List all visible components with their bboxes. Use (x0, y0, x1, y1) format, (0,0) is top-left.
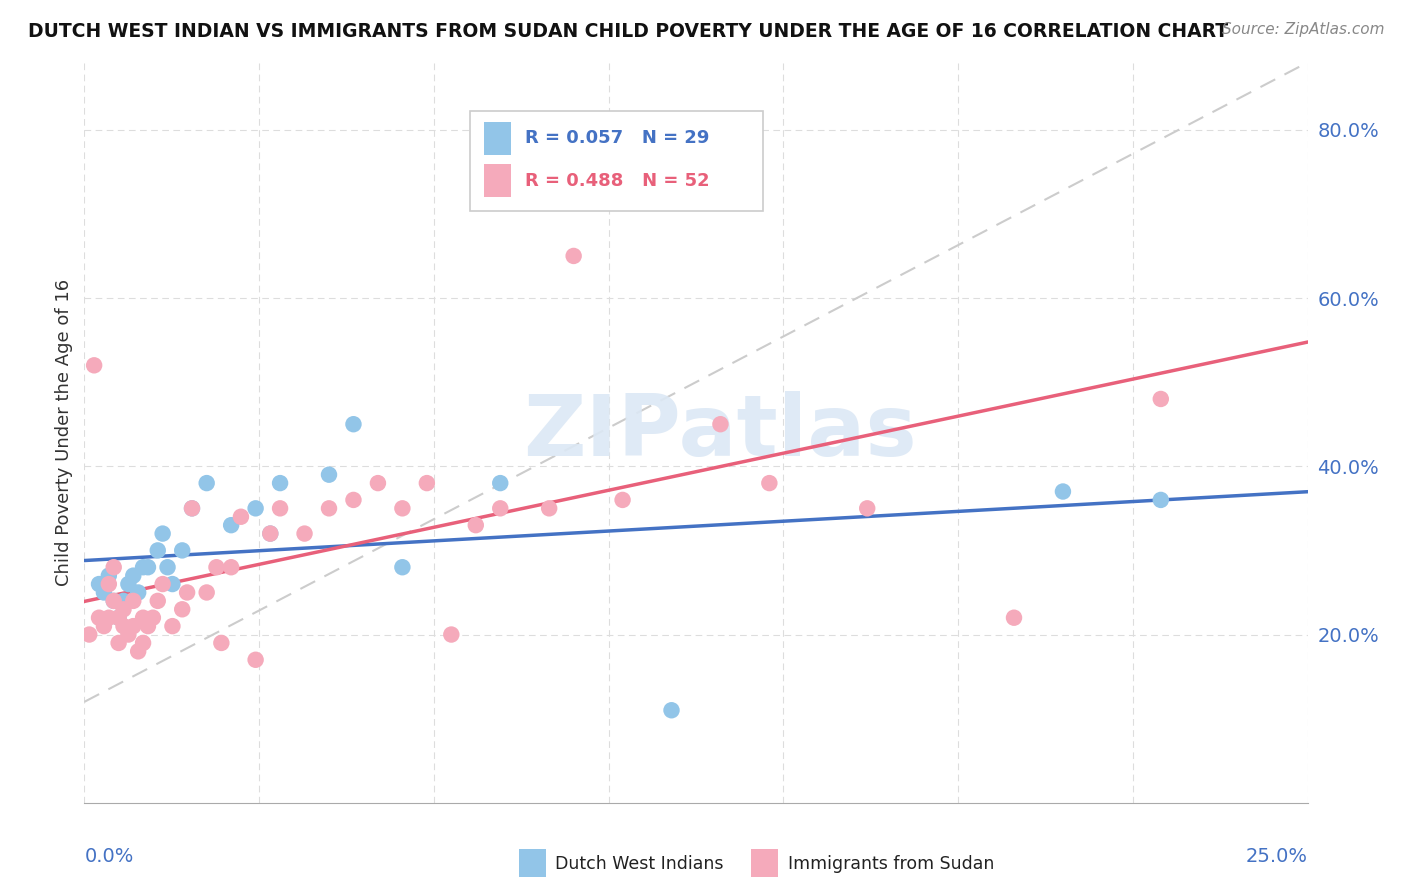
Point (538, 501, 561, 516)
Point (259, 526, 281, 541)
Text: R = 0.057   N = 29: R = 0.057 N = 29 (524, 129, 709, 147)
Point (391, 501, 413, 516)
Point (146, 543, 169, 558)
Point (209, 636, 232, 650)
Point (269, 501, 291, 516)
Point (195, 585, 218, 599)
Bar (484, 164, 512, 197)
Point (181, 501, 204, 516)
Text: 0.0%: 0.0% (84, 847, 134, 866)
Point (132, 636, 155, 650)
Point (612, 492, 634, 507)
Point (294, 526, 316, 541)
Point (117, 577, 139, 591)
Point (132, 560, 155, 574)
Point (107, 610, 129, 624)
Point (107, 636, 129, 650)
Point (103, 594, 125, 608)
Text: Immigrants from Sudan: Immigrants from Sudan (787, 855, 994, 872)
Bar (519, 848, 546, 877)
Point (122, 594, 145, 608)
Point (661, 703, 683, 717)
Point (127, 585, 149, 599)
Text: R = 0.488   N = 52: R = 0.488 N = 52 (524, 171, 710, 189)
Point (342, 417, 364, 432)
Point (181, 501, 204, 516)
Point (142, 610, 165, 624)
Point (259, 526, 281, 541)
Point (489, 501, 512, 516)
Point (245, 501, 267, 516)
Point (97, 577, 120, 591)
Point (661, 190, 683, 204)
Point (489, 476, 512, 491)
Point (112, 594, 135, 608)
Point (440, 627, 463, 641)
Point (93, 585, 115, 599)
Point (269, 476, 291, 491)
Point (156, 560, 179, 574)
Text: 25.0%: 25.0% (1246, 847, 1308, 866)
Point (229, 509, 252, 524)
Text: DUTCH WEST INDIAN VS IMMIGRANTS FROM SUDAN CHILD POVERTY UNDER THE AGE OF 16 COR: DUTCH WEST INDIAN VS IMMIGRANTS FROM SUD… (28, 22, 1229, 41)
Point (391, 560, 413, 574)
Point (103, 560, 125, 574)
Point (107, 610, 129, 624)
Bar (751, 848, 778, 877)
Point (1002, 610, 1025, 624)
Point (152, 577, 174, 591)
Point (103, 594, 125, 608)
Point (83, 359, 105, 373)
Point (318, 467, 340, 482)
Point (464, 518, 486, 533)
Point (562, 249, 585, 263)
Point (162, 577, 184, 591)
Point (205, 560, 228, 574)
Point (1150, 392, 1173, 406)
Point (136, 619, 159, 633)
Point (152, 526, 174, 541)
Point (87, 610, 110, 624)
Point (342, 492, 364, 507)
Point (162, 619, 184, 633)
Point (176, 585, 198, 599)
Point (1150, 492, 1173, 507)
Point (87, 577, 110, 591)
Point (219, 560, 242, 574)
Bar (484, 121, 512, 155)
Point (318, 501, 340, 516)
Point (77, 627, 100, 641)
Point (856, 501, 879, 516)
Point (416, 476, 439, 491)
Text: Source: ZipAtlas.com: Source: ZipAtlas.com (1222, 22, 1385, 37)
Point (1052, 484, 1074, 499)
Point (195, 476, 218, 491)
Text: Dutch West Indians: Dutch West Indians (555, 855, 724, 872)
Y-axis label: Child Poverty Under the Age of 16: Child Poverty Under the Age of 16 (55, 279, 73, 586)
Point (112, 619, 135, 633)
Point (97, 568, 120, 582)
Point (132, 610, 155, 624)
Point (93, 619, 115, 633)
Point (758, 476, 780, 491)
Point (97, 610, 120, 624)
Point (122, 619, 145, 633)
Text: ZIPatlas: ZIPatlas (523, 391, 917, 475)
Point (709, 417, 731, 432)
Point (146, 594, 169, 608)
Point (172, 543, 194, 558)
Point (112, 602, 135, 616)
Point (127, 644, 149, 658)
Bar (470, 111, 763, 211)
Point (122, 568, 145, 582)
Point (367, 476, 389, 491)
Point (136, 560, 159, 574)
Point (245, 653, 267, 667)
Point (219, 518, 242, 533)
Point (117, 627, 139, 641)
Point (172, 602, 194, 616)
